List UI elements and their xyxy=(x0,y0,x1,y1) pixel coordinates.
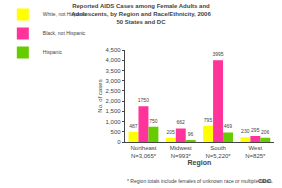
svg-text:206: 206 xyxy=(261,129,270,135)
svg-text:487: 487 xyxy=(129,123,138,129)
svg-text:* Region totals include female: * Region totals include females of unkno… xyxy=(127,178,273,184)
svg-text:No. of cases: No. of cases xyxy=(97,79,103,112)
svg-text:96: 96 xyxy=(188,131,194,137)
svg-text:Black, not Hispanic: Black, not Hispanic xyxy=(43,30,86,36)
svg-text:SouthN=5,220*: SouthN=5,220* xyxy=(205,145,231,159)
svg-text:Reported AIDS Cases among Fema: Reported AIDS Cases among Female Adults … xyxy=(71,3,211,25)
svg-text:295: 295 xyxy=(251,127,260,133)
svg-text:4,000: 4,000 xyxy=(106,57,122,63)
svg-text:WestN=825*: WestN=825* xyxy=(245,145,266,159)
svg-text:0: 0 xyxy=(117,139,121,145)
svg-text:3,000: 3,000 xyxy=(106,78,122,84)
svg-text:3995: 3995 xyxy=(212,51,223,57)
svg-text:795: 795 xyxy=(204,117,213,123)
svg-text:White, not Hispanic: White, not Hispanic xyxy=(43,11,87,17)
svg-text:NortheastN=3,065*: NortheastN=3,065* xyxy=(130,145,156,159)
svg-text:500: 500 xyxy=(111,129,122,135)
svg-text:2,500: 2,500 xyxy=(106,88,122,94)
svg-text:CDC: CDC xyxy=(258,178,272,184)
svg-text:205: 205 xyxy=(167,129,176,135)
svg-text:3,500: 3,500 xyxy=(106,68,122,74)
svg-text:469: 469 xyxy=(224,123,233,129)
svg-text:Region: Region xyxy=(188,159,212,167)
svg-text:2,000: 2,000 xyxy=(106,98,122,104)
svg-text:1,000: 1,000 xyxy=(106,119,122,125)
svg-text:230: 230 xyxy=(241,128,250,134)
svg-text:4,500: 4,500 xyxy=(106,47,122,53)
svg-text:1,500: 1,500 xyxy=(106,108,122,114)
svg-text:662: 662 xyxy=(176,119,185,125)
svg-text:MidwestN=993*: MidwestN=993* xyxy=(170,145,192,159)
svg-text:750: 750 xyxy=(149,118,158,124)
svg-text:1750: 1750 xyxy=(138,97,149,103)
svg-text:Hispanic: Hispanic xyxy=(43,49,63,55)
